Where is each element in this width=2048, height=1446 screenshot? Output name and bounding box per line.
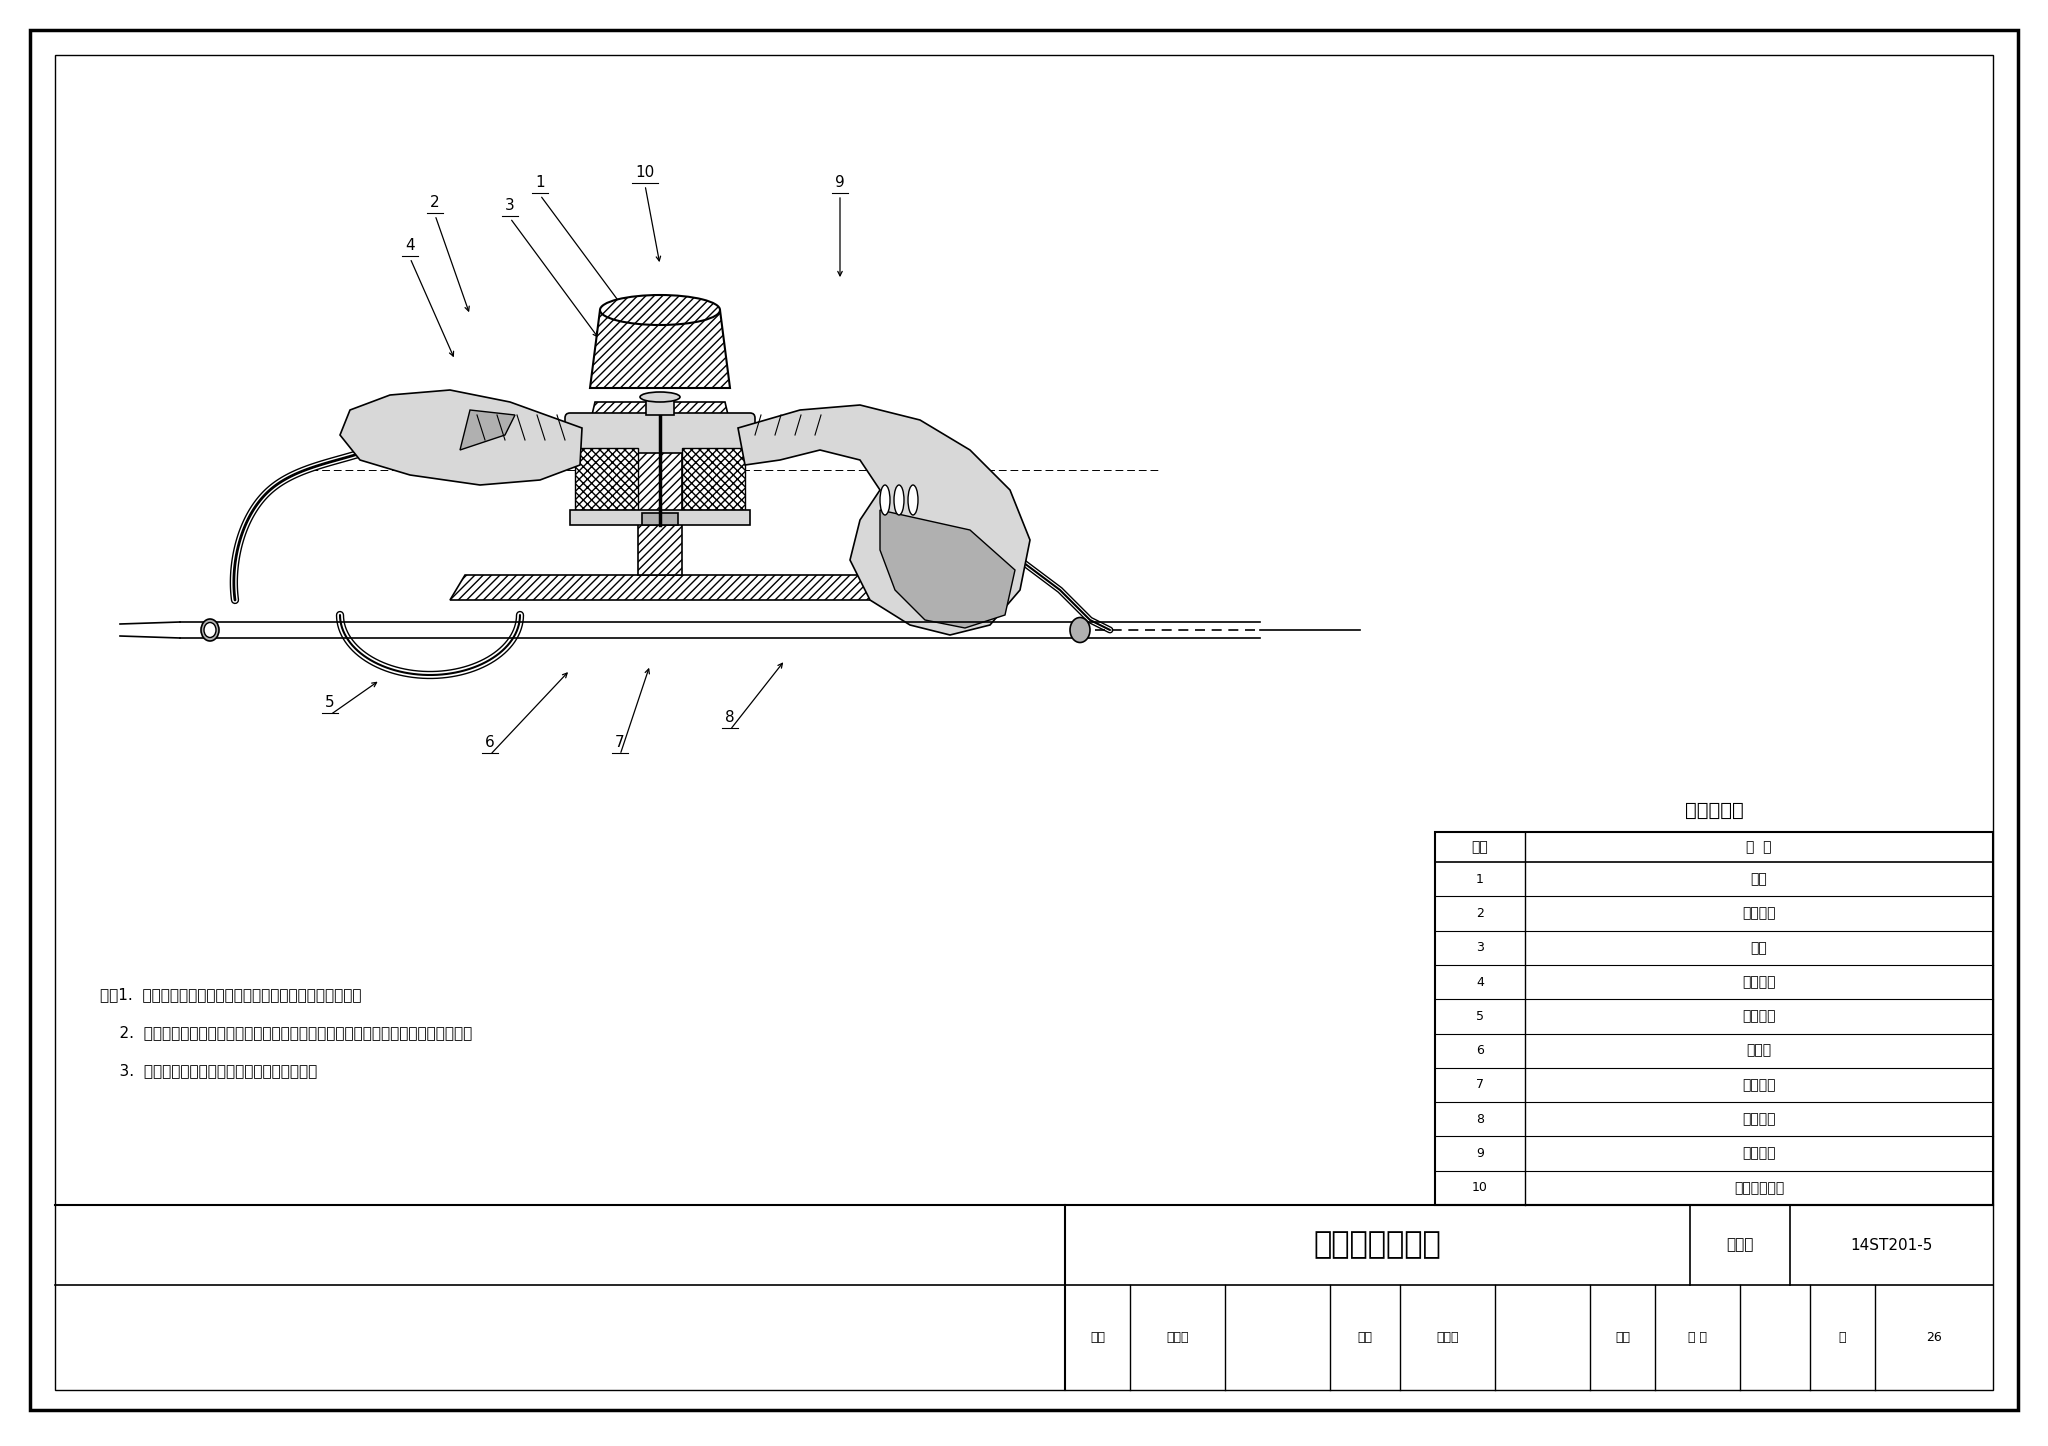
Text: 4: 4	[406, 239, 416, 253]
Text: 校对: 校对	[1358, 1330, 1372, 1343]
Polygon shape	[881, 510, 1016, 628]
Bar	[1436, 831, 1993, 1205]
Text: 高玉起: 高玉起	[1165, 1330, 1188, 1343]
Text: 6: 6	[485, 735, 496, 750]
Text: 垫片: 垫片	[1751, 941, 1767, 954]
Text: 自锁六角螺母: 自锁六角螺母	[1735, 1181, 1784, 1194]
Text: 7: 7	[614, 735, 625, 750]
Text: 26: 26	[1925, 1330, 1942, 1343]
Text: 螺栓: 螺栓	[1751, 872, 1767, 886]
Text: 8: 8	[1477, 1113, 1485, 1126]
Text: 接收磁头: 接收磁头	[1743, 907, 1776, 921]
Text: 页: 页	[1839, 1330, 1845, 1343]
Text: 设计: 设计	[1616, 1330, 1630, 1343]
Bar	[645, 398, 674, 415]
Text: 3.  磁头安装平稳牢固，螺栓应紧固、无松动。: 3. 磁头安装平稳牢固，螺栓应紧固、无松动。	[100, 1063, 317, 1079]
Text: 2.  接收磁头和发送磁头安装在同一根钢轨上，磁头安装必须用绝缘材料与钢轨隔离。: 2. 接收磁头和发送磁头安装在同一根钢轨上，磁头安装必须用绝缘材料与钢轨隔离。	[100, 1025, 473, 1041]
Text: 张晓波: 张晓波	[1436, 1330, 1458, 1343]
Polygon shape	[461, 411, 514, 450]
Text: 防护管: 防护管	[1747, 1044, 1772, 1057]
Bar	[569, 510, 750, 525]
FancyBboxPatch shape	[565, 414, 756, 453]
Bar	[641, 513, 678, 525]
Polygon shape	[575, 448, 639, 510]
Ellipse shape	[600, 295, 721, 325]
Polygon shape	[586, 402, 735, 445]
Text: 8: 8	[725, 710, 735, 724]
Text: 2: 2	[430, 195, 440, 210]
Text: 5: 5	[326, 696, 334, 710]
Ellipse shape	[881, 484, 891, 515]
Text: 磁头电缆: 磁头电缆	[1743, 1009, 1776, 1024]
Text: 9: 9	[1477, 1147, 1485, 1160]
Text: 绝缘垫片: 绝缘垫片	[1743, 1077, 1776, 1092]
Text: 1: 1	[535, 175, 545, 189]
Polygon shape	[590, 309, 729, 388]
Text: 14ST201-5: 14ST201-5	[1849, 1238, 1933, 1252]
Text: 3: 3	[506, 198, 514, 213]
Text: 序号: 序号	[1473, 840, 1489, 855]
Text: 固定卡具: 固定卡具	[1743, 1112, 1776, 1126]
Ellipse shape	[1069, 617, 1090, 642]
Text: 名称对照表: 名称对照表	[1686, 801, 1743, 820]
Text: 名  称: 名 称	[1747, 840, 1772, 855]
Text: 10: 10	[635, 165, 655, 179]
Text: 注：1.  接收磁头安装在钢轨内侧，发送磁头安装在钢轨外侧。: 注：1. 接收磁头安装在钢轨内侧，发送磁头安装在钢轨外侧。	[100, 988, 362, 1002]
Ellipse shape	[639, 392, 680, 402]
Text: 6: 6	[1477, 1044, 1485, 1057]
Text: 5: 5	[1477, 1009, 1485, 1022]
Text: 发送磁头: 发送磁头	[1743, 1147, 1776, 1161]
Text: 计轴磁头安装图: 计轴磁头安装图	[1313, 1231, 1442, 1259]
Ellipse shape	[907, 484, 918, 515]
Text: 审核: 审核	[1090, 1330, 1106, 1343]
Text: 4: 4	[1477, 976, 1485, 989]
Bar	[639, 445, 682, 576]
Ellipse shape	[895, 484, 903, 515]
Text: 图集号: 图集号	[1726, 1238, 1753, 1252]
Ellipse shape	[205, 622, 215, 638]
Polygon shape	[451, 576, 891, 600]
Polygon shape	[737, 405, 1030, 635]
Polygon shape	[340, 390, 582, 484]
Polygon shape	[682, 448, 745, 510]
Text: 绝缘套管: 绝缘套管	[1743, 975, 1776, 989]
Text: 3: 3	[1477, 941, 1485, 954]
Text: 9: 9	[836, 175, 846, 189]
Text: 10: 10	[1473, 1181, 1489, 1194]
Ellipse shape	[201, 619, 219, 641]
Text: 1: 1	[1477, 872, 1485, 885]
Text: 戴 伟: 戴 伟	[1688, 1330, 1706, 1343]
Text: 7: 7	[1477, 1079, 1485, 1092]
Text: 2: 2	[1477, 907, 1485, 920]
